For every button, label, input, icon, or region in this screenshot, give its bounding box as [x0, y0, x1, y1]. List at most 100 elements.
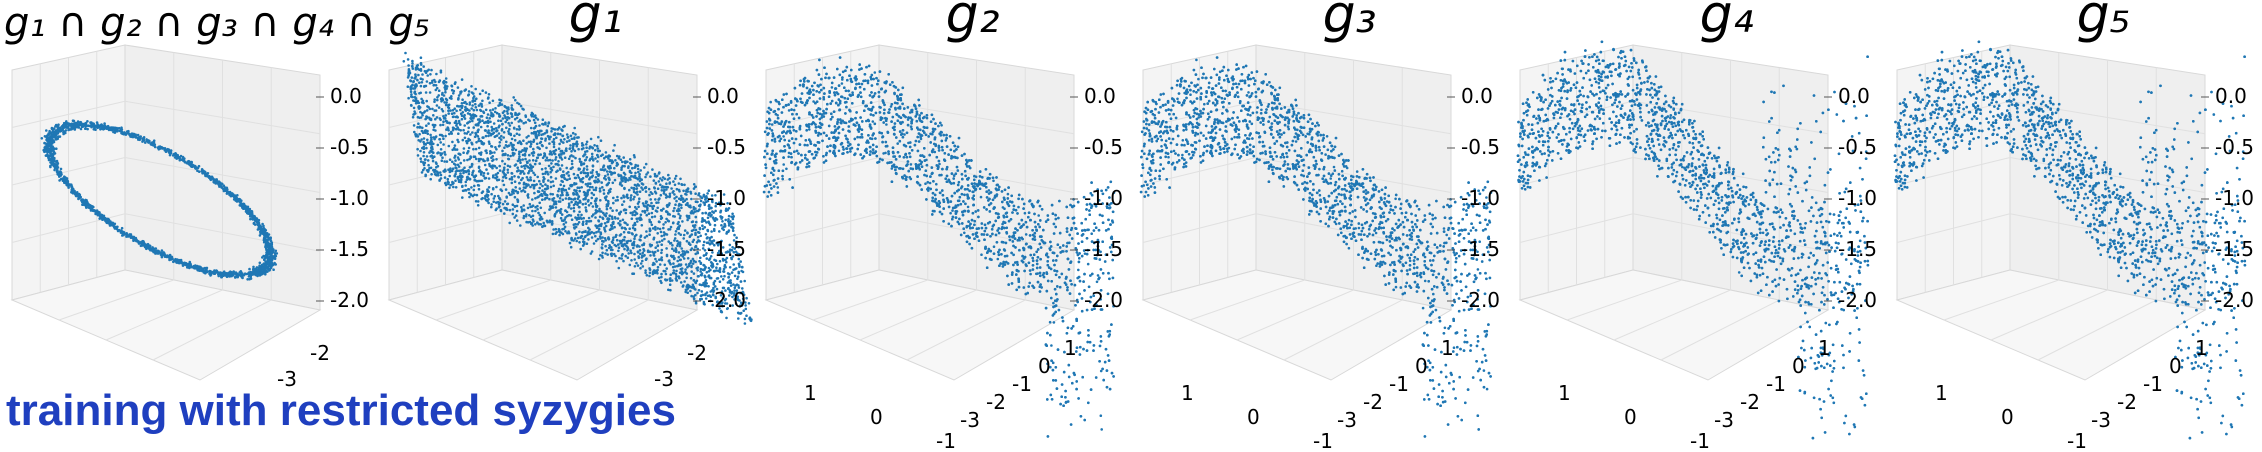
point	[608, 214, 611, 217]
point	[442, 82, 446, 85]
point	[544, 183, 547, 186]
point	[426, 74, 430, 77]
point	[519, 161, 522, 164]
point	[523, 167, 527, 170]
point	[532, 147, 535, 151]
point	[681, 220, 684, 223]
point	[723, 265, 726, 268]
point	[51, 146, 55, 149]
point	[423, 85, 426, 88]
point	[455, 109, 458, 113]
point	[88, 203, 92, 207]
point	[726, 281, 730, 284]
point	[528, 159, 531, 162]
point	[457, 128, 461, 131]
point	[652, 204, 656, 208]
point	[672, 214, 675, 218]
point	[581, 180, 584, 184]
point	[557, 147, 561, 150]
point	[591, 169, 595, 172]
point	[664, 232, 667, 236]
point	[679, 258, 682, 262]
point	[432, 114, 435, 117]
point	[441, 156, 444, 159]
point	[477, 187, 481, 191]
point	[486, 194, 490, 197]
point	[649, 254, 652, 257]
point	[469, 133, 472, 136]
point	[509, 112, 513, 115]
point	[633, 195, 636, 199]
point	[410, 104, 413, 107]
point	[160, 146, 163, 149]
point	[598, 187, 602, 190]
point	[614, 254, 617, 258]
point	[91, 208, 94, 212]
point	[639, 262, 643, 265]
point	[473, 184, 476, 188]
point	[579, 171, 583, 175]
point	[607, 154, 611, 157]
point	[84, 123, 88, 127]
point	[232, 270, 235, 273]
point	[601, 186, 604, 189]
point	[670, 187, 673, 190]
point	[597, 227, 601, 231]
point	[527, 118, 530, 122]
point	[599, 231, 602, 234]
point	[628, 188, 631, 192]
point	[634, 171, 637, 175]
point	[45, 129, 48, 132]
point	[470, 91, 474, 94]
point	[193, 265, 197, 269]
point	[533, 191, 536, 195]
point	[501, 202, 505, 206]
point	[234, 276, 237, 279]
point	[504, 173, 508, 177]
point	[48, 148, 51, 151]
point	[426, 159, 430, 162]
point	[418, 92, 421, 95]
point	[685, 193, 688, 196]
point	[633, 223, 637, 226]
point	[251, 268, 255, 272]
point	[624, 254, 627, 258]
point	[629, 239, 632, 243]
point	[643, 253, 646, 257]
point	[510, 176, 514, 179]
point	[662, 223, 665, 226]
point	[482, 111, 486, 115]
point	[480, 114, 483, 118]
point	[65, 177, 69, 180]
point	[508, 208, 512, 212]
point	[582, 220, 585, 224]
point	[694, 207, 697, 210]
point	[691, 262, 695, 265]
point	[523, 148, 527, 152]
point	[715, 218, 719, 221]
point	[680, 206, 683, 210]
point	[486, 113, 490, 116]
point	[463, 170, 467, 173]
point	[423, 167, 426, 170]
point	[541, 194, 544, 197]
point	[120, 128, 124, 131]
point	[706, 216, 710, 220]
point	[487, 186, 491, 189]
point	[156, 146, 160, 149]
point	[460, 178, 463, 182]
point	[647, 212, 651, 215]
point	[581, 240, 585, 244]
point	[100, 123, 103, 126]
point	[541, 172, 545, 176]
point	[630, 251, 633, 255]
point	[459, 161, 463, 165]
point	[507, 121, 510, 125]
point	[82, 201, 86, 205]
point	[699, 199, 703, 203]
point	[420, 97, 423, 101]
point	[510, 143, 513, 146]
point	[553, 212, 557, 216]
point	[514, 98, 517, 102]
point	[515, 219, 519, 222]
